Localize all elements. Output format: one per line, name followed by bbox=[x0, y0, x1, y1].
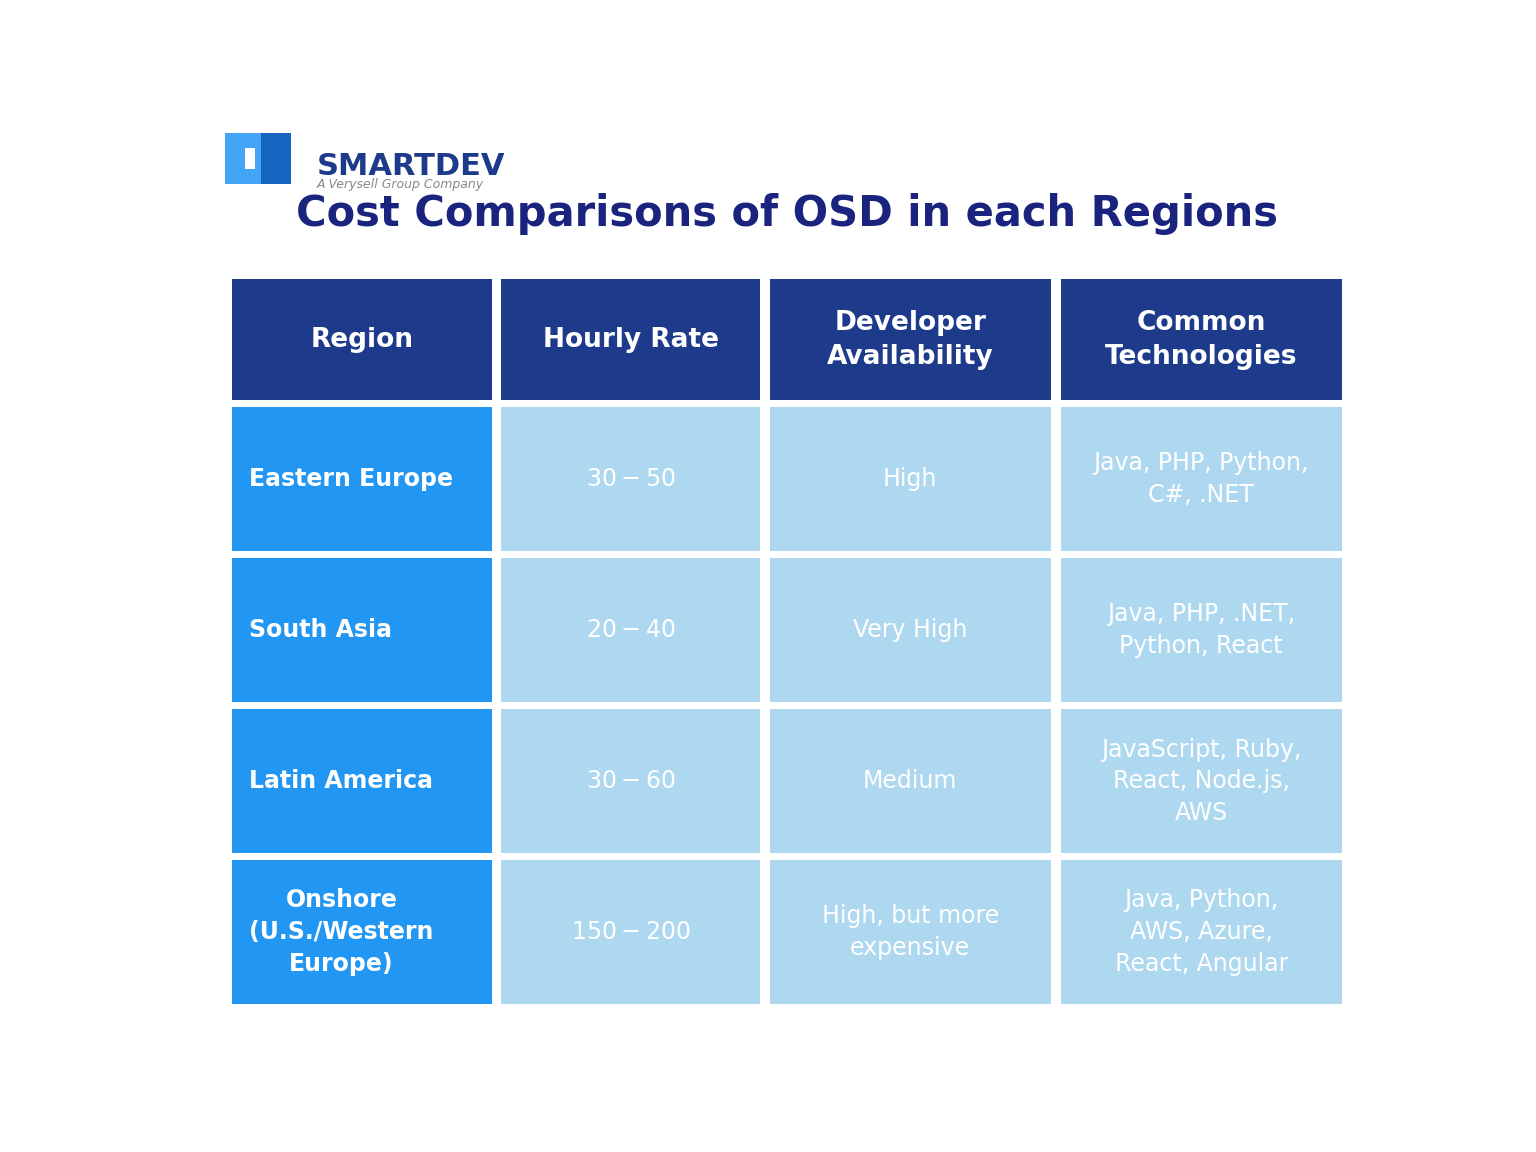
FancyBboxPatch shape bbox=[501, 279, 760, 400]
FancyBboxPatch shape bbox=[232, 408, 492, 551]
FancyBboxPatch shape bbox=[501, 710, 760, 852]
Text: High: High bbox=[883, 468, 937, 491]
Text: A Verysell Group Company: A Verysell Group Company bbox=[316, 177, 484, 191]
FancyBboxPatch shape bbox=[232, 861, 492, 1005]
Text: South Asia: South Asia bbox=[249, 619, 392, 642]
Text: Onshore
(U.S./Western
Europe): Onshore (U.S./Western Europe) bbox=[249, 888, 433, 976]
FancyBboxPatch shape bbox=[1060, 279, 1342, 400]
Text: Medium: Medium bbox=[863, 770, 957, 793]
FancyBboxPatch shape bbox=[770, 279, 1051, 400]
Text: Region: Region bbox=[310, 327, 413, 353]
Text: SMARTDEV: SMARTDEV bbox=[316, 152, 505, 181]
FancyBboxPatch shape bbox=[1060, 861, 1342, 1005]
Text: $30 - $50: $30 - $50 bbox=[585, 468, 676, 491]
Text: Eastern Europe: Eastern Europe bbox=[249, 468, 453, 491]
Text: High, but more
expensive: High, but more expensive bbox=[822, 904, 998, 960]
FancyBboxPatch shape bbox=[1060, 408, 1342, 551]
FancyBboxPatch shape bbox=[770, 710, 1051, 852]
FancyBboxPatch shape bbox=[1060, 710, 1342, 852]
Text: Latin America: Latin America bbox=[249, 770, 433, 793]
FancyBboxPatch shape bbox=[501, 408, 760, 551]
FancyBboxPatch shape bbox=[244, 149, 255, 169]
FancyBboxPatch shape bbox=[1060, 559, 1342, 702]
FancyBboxPatch shape bbox=[261, 132, 290, 184]
FancyBboxPatch shape bbox=[232, 559, 492, 702]
Text: Java, PHP, Python,
C#, .NET: Java, PHP, Python, C#, .NET bbox=[1094, 452, 1309, 507]
FancyBboxPatch shape bbox=[770, 559, 1051, 702]
FancyBboxPatch shape bbox=[226, 132, 261, 184]
Text: Common
Technologies: Common Technologies bbox=[1104, 310, 1298, 370]
FancyBboxPatch shape bbox=[232, 279, 492, 400]
Text: Cost Comparisons of OSD in each Regions: Cost Comparisons of OSD in each Regions bbox=[296, 192, 1278, 235]
FancyBboxPatch shape bbox=[501, 559, 760, 702]
Text: $20 - $40: $20 - $40 bbox=[585, 619, 676, 642]
FancyBboxPatch shape bbox=[770, 408, 1051, 551]
Text: Java, Python,
AWS, Azure,
React, Angular: Java, Python, AWS, Azure, React, Angular bbox=[1115, 888, 1287, 976]
FancyBboxPatch shape bbox=[770, 861, 1051, 1005]
Text: $150 - $200: $150 - $200 bbox=[571, 920, 690, 945]
Text: Developer
Availability: Developer Availability bbox=[826, 310, 994, 370]
Text: Very High: Very High bbox=[852, 619, 968, 642]
Text: Hourly Rate: Hourly Rate bbox=[542, 327, 719, 353]
Text: Java, PHP, .NET,
Python, React: Java, PHP, .NET, Python, React bbox=[1107, 602, 1295, 658]
FancyBboxPatch shape bbox=[232, 710, 492, 852]
Text: $30 - $60: $30 - $60 bbox=[585, 770, 676, 793]
Text: JavaScript, Ruby,
React, Node.js,
AWS: JavaScript, Ruby, React, Node.js, AWS bbox=[1101, 737, 1301, 825]
FancyBboxPatch shape bbox=[501, 861, 760, 1005]
